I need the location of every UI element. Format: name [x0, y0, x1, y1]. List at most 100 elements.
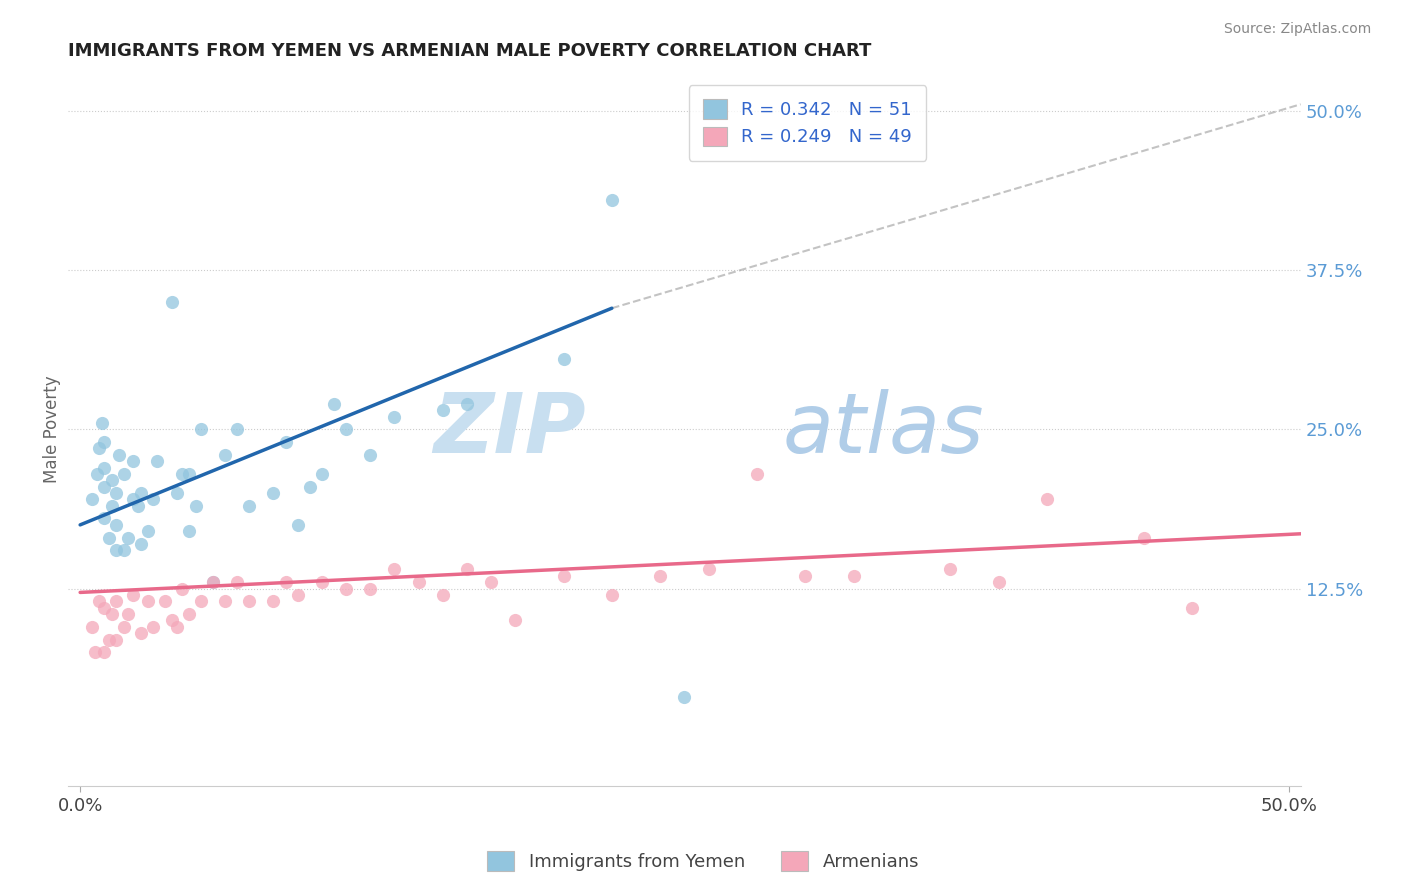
Point — [186, 499, 208, 513]
Point — [263, 486, 285, 500]
Point — [142, 492, 165, 507]
Point — [553, 569, 575, 583]
Point — [311, 467, 333, 481]
Point — [93, 645, 115, 659]
Point — [93, 480, 115, 494]
Point — [697, 562, 720, 576]
Point — [170, 467, 193, 481]
Point — [274, 575, 297, 590]
Point — [287, 517, 309, 532]
Point — [105, 486, 128, 500]
Point — [177, 467, 200, 481]
Point — [226, 575, 249, 590]
Point — [939, 562, 962, 576]
Point — [105, 632, 128, 647]
Point — [1036, 492, 1059, 507]
Point — [170, 582, 193, 596]
Legend: Immigrants from Yemen, Armenians: Immigrants from Yemen, Armenians — [479, 844, 927, 879]
Point — [177, 524, 200, 539]
Point — [503, 614, 526, 628]
Point — [105, 517, 128, 532]
Point — [166, 620, 188, 634]
Point — [153, 594, 176, 608]
Point — [359, 448, 381, 462]
Y-axis label: Male Poverty: Male Poverty — [44, 376, 60, 483]
Point — [166, 486, 188, 500]
Point — [122, 454, 145, 468]
Point — [673, 690, 696, 704]
Point — [122, 588, 145, 602]
Text: Source: ZipAtlas.com: Source: ZipAtlas.com — [1223, 22, 1371, 37]
Point — [190, 422, 212, 436]
Point — [129, 537, 152, 551]
Point — [83, 645, 105, 659]
Point — [160, 294, 183, 309]
Point — [456, 562, 478, 576]
Point — [238, 594, 260, 608]
Point — [100, 499, 122, 513]
Point — [136, 594, 159, 608]
Point — [177, 607, 200, 621]
Point — [108, 448, 131, 462]
Point — [93, 511, 115, 525]
Point — [214, 594, 236, 608]
Point — [238, 499, 260, 513]
Point — [287, 588, 309, 602]
Point — [1132, 531, 1154, 545]
Point — [112, 543, 135, 558]
Point — [794, 569, 817, 583]
Point — [82, 620, 104, 634]
Point — [553, 352, 575, 367]
Point — [456, 397, 478, 411]
Point — [100, 473, 122, 487]
Point — [98, 531, 121, 545]
Point — [745, 467, 768, 481]
Point — [105, 594, 128, 608]
Text: ZIP: ZIP — [433, 389, 586, 470]
Point — [311, 575, 333, 590]
Point — [322, 397, 344, 411]
Point — [160, 614, 183, 628]
Point — [86, 467, 108, 481]
Point — [82, 492, 104, 507]
Point — [117, 531, 139, 545]
Point — [382, 562, 405, 576]
Point — [359, 582, 381, 596]
Point — [202, 575, 225, 590]
Point — [479, 575, 502, 590]
Point — [335, 582, 357, 596]
Point — [100, 607, 122, 621]
Point — [214, 448, 236, 462]
Point — [274, 435, 297, 450]
Point — [129, 486, 152, 500]
Point — [382, 409, 405, 424]
Text: IMMIGRANTS FROM YEMEN VS ARMENIAN MALE POVERTY CORRELATION CHART: IMMIGRANTS FROM YEMEN VS ARMENIAN MALE P… — [67, 42, 872, 60]
Text: atlas: atlas — [783, 389, 984, 470]
Point — [146, 454, 169, 468]
Point — [335, 422, 357, 436]
Point — [90, 416, 112, 430]
Point — [122, 492, 145, 507]
Point — [600, 193, 623, 207]
Point — [263, 594, 285, 608]
Point — [129, 626, 152, 640]
Point — [89, 442, 111, 456]
Point — [432, 588, 454, 602]
Legend: R = 0.342   N = 51, R = 0.249   N = 49: R = 0.342 N = 51, R = 0.249 N = 49 — [689, 85, 927, 161]
Point — [112, 620, 135, 634]
Point — [89, 594, 111, 608]
Point — [93, 435, 115, 450]
Point — [190, 594, 212, 608]
Point — [142, 620, 165, 634]
Point — [127, 499, 149, 513]
Point — [842, 569, 865, 583]
Point — [112, 467, 135, 481]
Point — [408, 575, 430, 590]
Point — [136, 524, 159, 539]
Point — [650, 569, 672, 583]
Point — [600, 588, 623, 602]
Point — [93, 460, 115, 475]
Point — [93, 600, 115, 615]
Point — [432, 403, 454, 417]
Point — [226, 422, 249, 436]
